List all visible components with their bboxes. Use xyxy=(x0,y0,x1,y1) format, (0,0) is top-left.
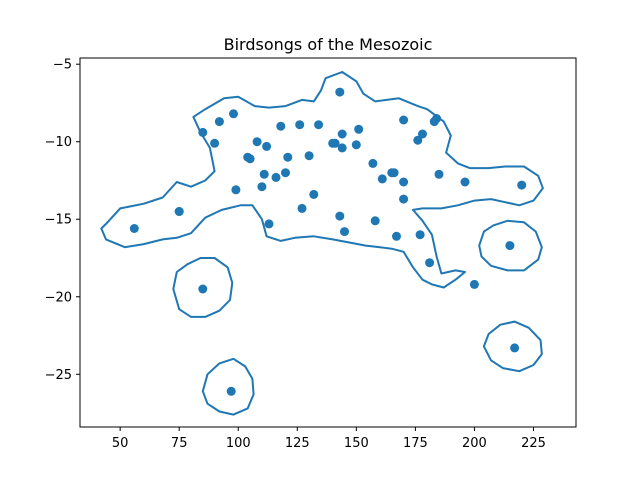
data-point xyxy=(295,120,305,130)
data-point xyxy=(399,194,409,204)
data-point xyxy=(174,207,184,216)
x-tick-label: 75 xyxy=(171,436,188,451)
density-contour-4 xyxy=(478,219,543,272)
data-point xyxy=(330,138,340,148)
x-tick-label: 125 xyxy=(285,436,310,451)
data-point xyxy=(257,182,267,192)
data-point xyxy=(198,127,208,137)
y-tick-label: −20 xyxy=(45,290,72,305)
data-point xyxy=(259,169,269,179)
data-point xyxy=(245,154,255,164)
data-point xyxy=(231,185,241,195)
data-point xyxy=(340,227,349,237)
x-tick-label: 175 xyxy=(403,436,428,451)
data-point xyxy=(226,386,236,396)
data-point xyxy=(281,168,290,178)
x-tick-label: 150 xyxy=(344,436,369,451)
data-point xyxy=(314,120,324,130)
x-axis-ticks: 50 75 100 125 150 175 200 225 xyxy=(112,427,546,451)
data-point xyxy=(276,121,286,131)
data-point xyxy=(389,168,399,178)
y-tick-label: −25 xyxy=(45,368,72,383)
data-point xyxy=(377,174,387,184)
data-point xyxy=(469,279,479,289)
chart-title: Birdsongs of the Mesozoic xyxy=(224,35,433,54)
data-point xyxy=(337,143,347,153)
data-point xyxy=(210,138,220,148)
data-point xyxy=(517,180,527,190)
data-point xyxy=(370,216,380,226)
data-point xyxy=(434,169,444,179)
data-point xyxy=(262,141,272,151)
density-contour-2 xyxy=(172,257,234,318)
y-tick-label: −5 xyxy=(53,58,72,73)
x-tick-label: 50 xyxy=(112,436,129,451)
data-point xyxy=(510,343,520,353)
data-point xyxy=(399,115,409,125)
plot-area-frame xyxy=(79,57,577,428)
data-point xyxy=(229,109,238,119)
data-point xyxy=(432,114,442,123)
data-point xyxy=(368,158,378,168)
data-point xyxy=(392,231,401,241)
data-point xyxy=(415,230,425,240)
density-contour-3 xyxy=(201,357,255,416)
data-point xyxy=(304,151,314,161)
data-point xyxy=(129,224,139,233)
data-point xyxy=(198,284,208,294)
y-tick-label: −15 xyxy=(45,213,72,228)
x-tick-label: 225 xyxy=(521,436,546,451)
data-point xyxy=(335,87,345,97)
data-point xyxy=(505,241,515,251)
data-point xyxy=(351,140,361,150)
data-points xyxy=(129,87,527,396)
data-point xyxy=(399,177,409,187)
data-point xyxy=(283,152,293,162)
data-point xyxy=(425,258,435,268)
data-point xyxy=(337,129,347,139)
data-point xyxy=(460,177,470,187)
data-point xyxy=(335,211,345,221)
data-point xyxy=(214,117,224,127)
data-point xyxy=(264,219,274,229)
density-contours xyxy=(100,71,544,416)
data-point xyxy=(271,172,281,182)
data-point xyxy=(297,203,307,213)
data-point xyxy=(252,137,262,147)
density-contour-5 xyxy=(482,320,543,373)
data-point xyxy=(413,135,423,145)
y-tick-label: −10 xyxy=(45,135,72,150)
x-tick-label: 200 xyxy=(462,436,487,451)
data-point xyxy=(418,129,427,139)
data-point xyxy=(309,189,319,199)
data-point xyxy=(354,124,364,134)
y-axis-ticks: −5 −10 −15 −20 −25 xyxy=(45,58,80,383)
density-contour-1 xyxy=(100,71,544,289)
x-tick-label: 100 xyxy=(226,436,251,451)
